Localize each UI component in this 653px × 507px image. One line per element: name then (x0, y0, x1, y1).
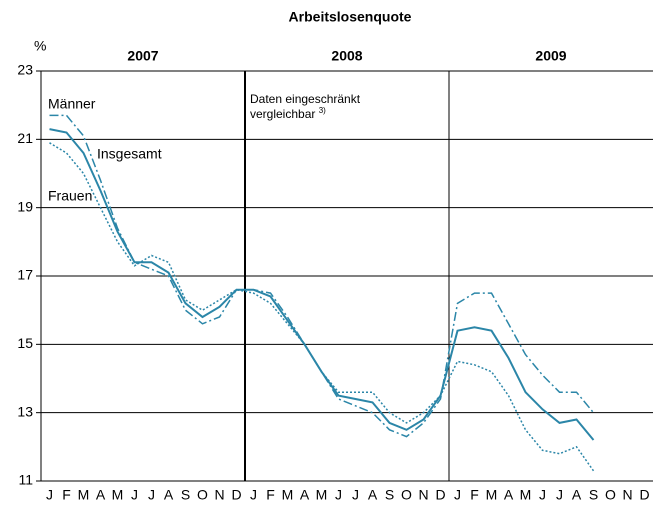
y-tick-label: 15 (17, 335, 33, 351)
x-tick-label: A (300, 487, 310, 503)
x-tick-label: D (639, 487, 649, 503)
y-tick-label: 19 (17, 198, 33, 214)
x-tick-label: A (96, 487, 106, 503)
x-tick-label: F (470, 487, 479, 503)
annotation-text: vergleichbar (250, 107, 315, 121)
x-tick-label: O (605, 487, 616, 503)
series-label: Insgesamt (97, 146, 162, 162)
annotation: vergleichbar 3) (250, 106, 326, 121)
x-tick-label: S (385, 487, 394, 503)
x-tick-label: M (486, 487, 498, 503)
y-axis-unit: % (34, 38, 46, 54)
x-tick-label: J (148, 487, 155, 503)
year-label: 2008 (331, 48, 362, 64)
x-tick-label: A (368, 487, 378, 503)
x-tick-label: N (214, 487, 224, 503)
series-label: Frauen (48, 188, 92, 204)
x-tick-label: J (556, 487, 563, 503)
x-tick-label: M (316, 487, 328, 503)
x-tick-label: O (197, 487, 208, 503)
x-tick-label: O (401, 487, 412, 503)
x-tick-label: J (131, 487, 138, 503)
y-tick-label: 21 (17, 130, 33, 146)
x-tick-label: J (250, 487, 257, 503)
x-tick-label: F (62, 487, 71, 503)
series-line (49, 128, 595, 441)
series-label: Männer (48, 96, 96, 112)
x-tick-label: D (231, 487, 241, 503)
x-tick-label: S (589, 487, 598, 503)
x-tick-label: M (112, 487, 124, 503)
x-tick-label: A (572, 487, 582, 503)
year-label: 2007 (127, 48, 158, 64)
x-tick-label: J (335, 487, 342, 503)
x-tick-label: S (181, 487, 190, 503)
x-tick-label: A (164, 487, 174, 503)
y-tick-label: 11 (18, 472, 33, 488)
x-tick-label: N (418, 487, 428, 503)
annotation: Daten eingeschränkt (250, 92, 361, 106)
x-tick-label: J (46, 487, 53, 503)
x-tick-label: J (539, 487, 546, 503)
y-tick-label: 13 (17, 403, 33, 419)
annotation-note: 3) (319, 106, 326, 115)
x-tick-label: F (266, 487, 275, 503)
chart-title: Arbeitslosenquote (289, 9, 412, 25)
x-tick-label: A (504, 487, 514, 503)
x-tick-label: J (352, 487, 359, 503)
x-tick-label: M (78, 487, 90, 503)
y-tick-label: 23 (17, 62, 33, 78)
year-label: 2009 (535, 48, 566, 64)
x-tick-label: J (454, 487, 461, 503)
series-line (49, 142, 595, 472)
x-tick-label: D (435, 487, 445, 503)
y-tick-label: 17 (17, 267, 33, 283)
x-tick-label: M (520, 487, 532, 503)
x-tick-label: N (622, 487, 632, 503)
x-tick-label: M (282, 487, 294, 503)
